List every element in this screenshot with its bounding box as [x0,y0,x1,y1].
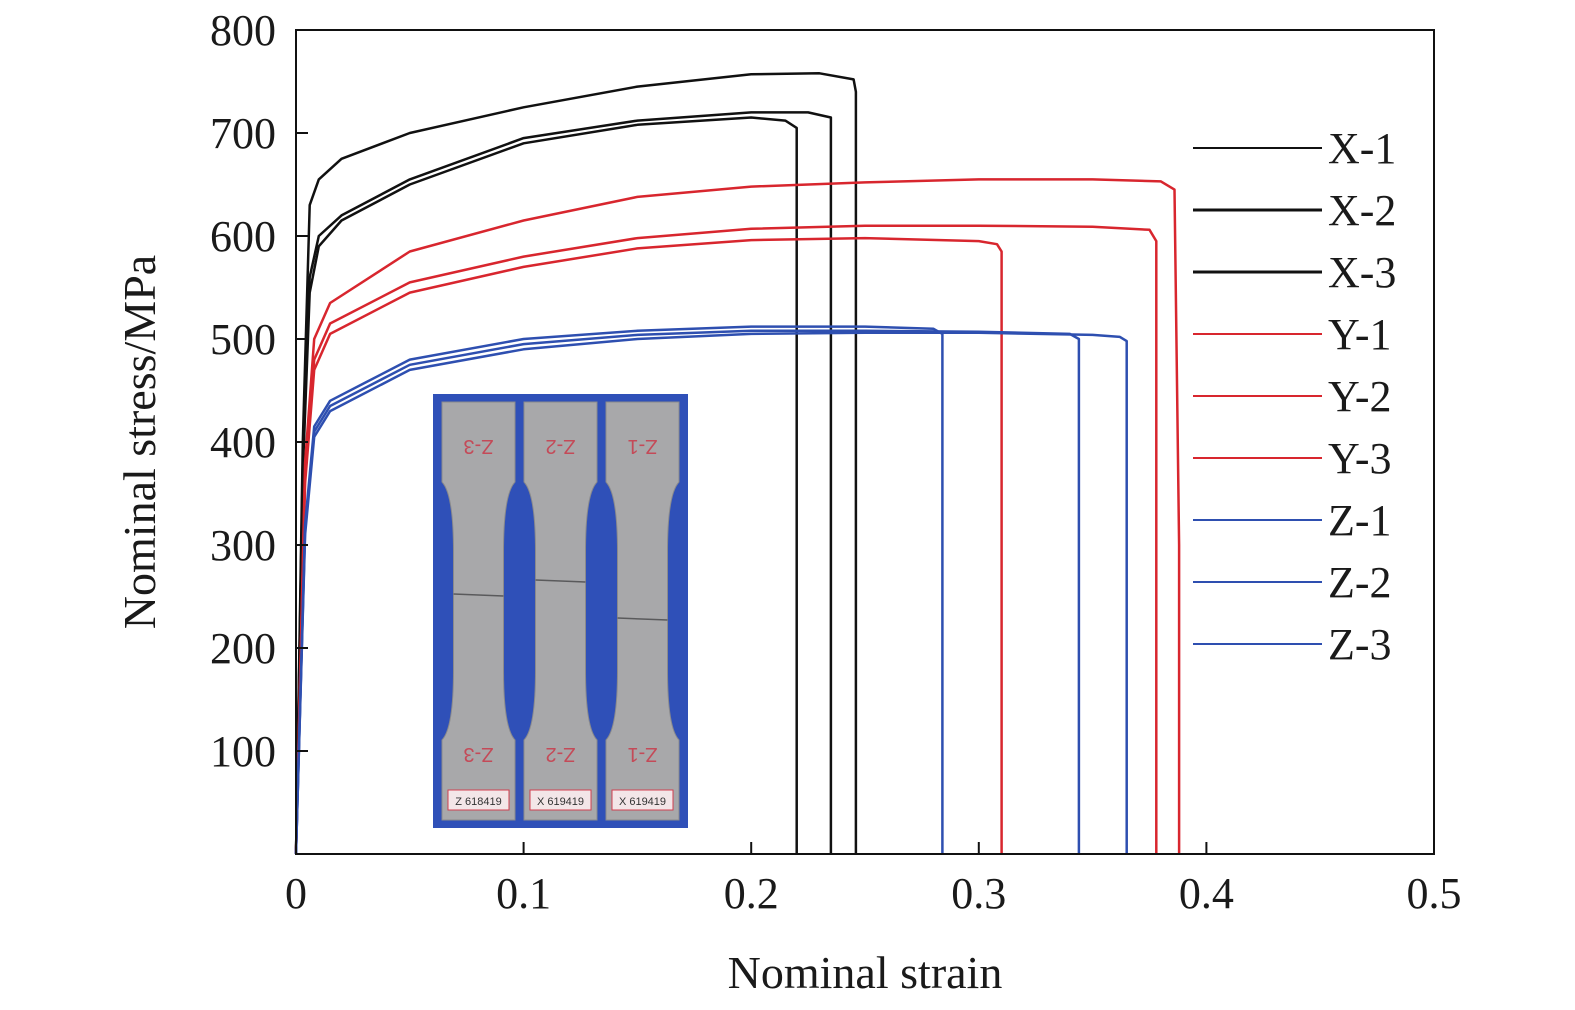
y-tick-label: 300 [210,521,276,570]
y-axis-title: Nominal stress/MPa [114,255,165,629]
x-axis: 0 0.1 0.2 0.3 0.4 0.5 [285,842,1462,918]
series-line [294,331,1128,855]
series-layer [294,72,1181,855]
series-line [294,178,1181,855]
specimen: Z-2 Z-2 X 619419 [523,401,598,821]
specimen-top-mark: Z-1 [628,435,658,457]
fracture-line [535,579,586,583]
y-tick-label: 100 [210,727,276,776]
specimen-tag-text: X 619419 [537,796,584,808]
legend-label: Y-1 [1328,310,1392,359]
x-tick-label: 0.3 [951,869,1006,918]
x-tick-label: 0 [285,869,307,918]
specimen-bottom-mark: Z-1 [628,743,658,765]
x-tick-label: 0.2 [724,869,779,918]
specimen-body [441,401,516,821]
y-tick-label: 400 [210,418,276,467]
y-tick-label: 800 [210,6,276,55]
specimen: Z-3 Z-3 Z 618419 [441,401,516,821]
specimen-tag [611,789,674,811]
specimen-body [605,401,680,821]
legend-label: X-1 [1328,124,1396,173]
specimen-photo-inset: Z-3 Z-3 Z 618419 Z-2 Z-2 X 619419 Z-1 Z-1 X 6194… [433,394,688,828]
x-tick-label: 0.1 [496,869,551,918]
specimen-bottom-mark: Z-3 [464,743,494,765]
specimen-tag-text: X 619419 [619,796,666,808]
legend-label: Z-1 [1328,496,1392,545]
legend: X-1 X-2 X-3 Y-1 Y-2 Y-3 Z-1 Z-2 Z-3 [1193,124,1396,669]
legend-label: X-2 [1328,186,1396,235]
legend-label: Y-3 [1328,434,1392,483]
specimen: Z-1 Z-1 X 619419 [605,401,680,821]
specimen-tag [529,789,592,811]
legend-label: Z-2 [1328,558,1392,607]
legend-label: Z-3 [1328,620,1392,669]
specimen-top-mark: Z-2 [546,435,576,457]
series-line [294,116,798,855]
specimen-tag-text: Z 618419 [455,796,501,808]
legend-label: Y-2 [1328,372,1392,421]
y-axis: 100 200 300 400 500 600 700 800 [210,6,308,776]
series-line [294,224,1158,855]
y-tick-label: 200 [210,624,276,673]
x-axis-title: Nominal strain [728,947,1003,998]
fracture-line [617,617,668,621]
fracture-line [453,593,504,597]
x-tick-label: 0.4 [1179,869,1234,918]
legend-label: X-3 [1328,248,1396,297]
specimen-body [523,401,598,821]
series-line [294,236,1003,855]
specimen-tag [447,789,510,811]
x-tick-label: 0.5 [1407,869,1462,918]
specimen-top-mark: Z-3 [464,435,494,457]
y-tick-label: 600 [210,212,276,261]
specimen-bottom-mark: Z-2 [546,743,576,765]
y-tick-label: 500 [210,315,276,364]
series-line [294,72,858,855]
y-tick-label: 700 [210,109,276,158]
